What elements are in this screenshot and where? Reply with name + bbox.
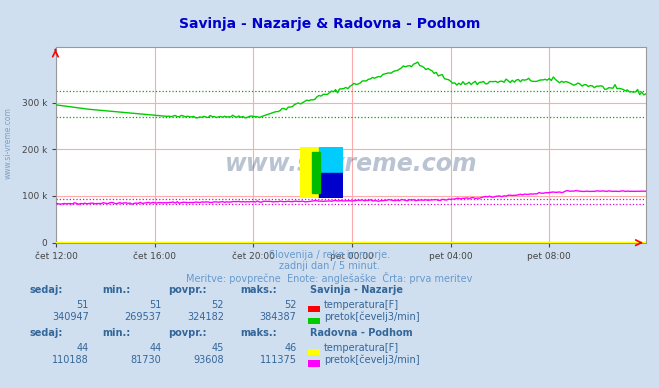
Text: 44: 44	[149, 343, 161, 353]
Text: maks.:: maks.:	[241, 327, 277, 338]
Text: 93608: 93608	[194, 355, 224, 365]
Text: pretok[čevelj3/min]: pretok[čevelj3/min]	[324, 354, 420, 365]
Text: Slovenija / reke in morje.: Slovenija / reke in morje.	[269, 250, 390, 260]
Text: 45: 45	[212, 343, 224, 353]
Text: zadnji dan / 5 minut.: zadnji dan / 5 minut.	[279, 261, 380, 271]
Text: www.si-vreme.com: www.si-vreme.com	[3, 107, 13, 180]
Text: povpr.:: povpr.:	[168, 285, 206, 295]
Text: www.si-vreme.com: www.si-vreme.com	[225, 152, 477, 176]
Text: maks.:: maks.:	[241, 285, 277, 295]
Text: 81730: 81730	[130, 355, 161, 365]
Bar	[312, 152, 320, 193]
Text: 340947: 340947	[52, 312, 89, 322]
Text: Savinja - Nazarje: Savinja - Nazarje	[310, 285, 403, 295]
Bar	[319, 173, 343, 198]
Text: 46: 46	[284, 343, 297, 353]
Text: 324182: 324182	[187, 312, 224, 322]
Bar	[300, 147, 319, 198]
Bar	[319, 147, 343, 173]
Text: sedaj:: sedaj:	[30, 285, 63, 295]
Text: Savinja - Nazarje & Radovna - Podhom: Savinja - Nazarje & Radovna - Podhom	[179, 17, 480, 31]
Text: min.:: min.:	[102, 285, 130, 295]
Text: 52: 52	[284, 300, 297, 310]
Text: sedaj:: sedaj:	[30, 327, 63, 338]
Text: 52: 52	[212, 300, 224, 310]
Text: min.:: min.:	[102, 327, 130, 338]
Text: 111375: 111375	[260, 355, 297, 365]
Text: 51: 51	[149, 300, 161, 310]
Text: povpr.:: povpr.:	[168, 327, 206, 338]
Text: temperatura[F]: temperatura[F]	[324, 343, 399, 353]
Text: 110188: 110188	[52, 355, 89, 365]
Text: temperatura[F]: temperatura[F]	[324, 300, 399, 310]
Text: pretok[čevelj3/min]: pretok[čevelj3/min]	[324, 312, 420, 322]
Text: 44: 44	[76, 343, 89, 353]
Text: 269537: 269537	[125, 312, 161, 322]
Text: Meritve: povprečne  Enote: anglešaške  Črta: prva meritev: Meritve: povprečne Enote: anglešaške Črt…	[186, 272, 473, 284]
Text: 384387: 384387	[260, 312, 297, 322]
Text: 51: 51	[76, 300, 89, 310]
Text: Radovna - Podhom: Radovna - Podhom	[310, 327, 413, 338]
